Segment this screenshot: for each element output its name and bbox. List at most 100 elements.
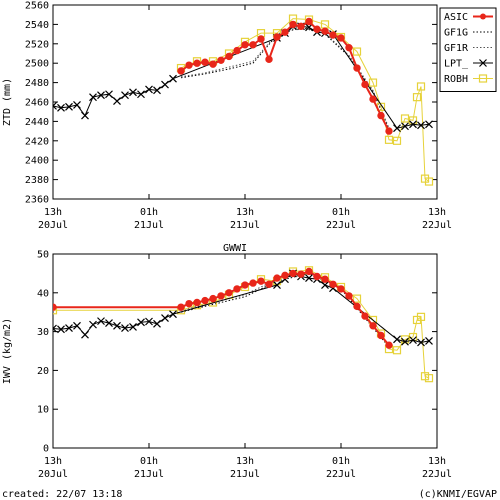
point-lpt <box>169 310 177 319</box>
x-tick-label-hour: 01h <box>332 207 350 218</box>
point-asic <box>201 58 209 66</box>
point-asic <box>385 127 393 135</box>
point-robh <box>400 335 410 344</box>
y-tick-label: 2480 <box>25 78 49 89</box>
point-asic <box>193 59 201 67</box>
point-robh <box>53 306 58 315</box>
y-tick-label: 2500 <box>25 59 49 70</box>
point-asic <box>249 279 257 287</box>
point-asic <box>265 55 273 64</box>
panel-title: GWWI <box>223 243 247 254</box>
point-lpt <box>137 318 145 327</box>
point-lpt <box>145 317 153 326</box>
point-lpt <box>105 90 113 99</box>
x-tick-label-date: 21Jul <box>230 469 260 480</box>
point-lpt <box>53 324 57 333</box>
point-asic <box>305 17 313 26</box>
point-robh <box>352 294 362 303</box>
point-robh <box>416 82 426 91</box>
x-tick-label-date: 22Jul <box>422 469 452 480</box>
legend-label-gf1r: GF1R <box>444 43 469 54</box>
point-lpt <box>153 86 161 95</box>
legend-label-robh: ROBH <box>444 74 468 85</box>
point-lpt <box>273 281 281 289</box>
point-asic <box>265 280 273 288</box>
legend-swatch-marker <box>479 59 487 67</box>
point-lpt <box>417 121 425 130</box>
y-tick-label: 2560 <box>25 1 49 12</box>
x-tick-label-hour: 13h <box>44 207 62 218</box>
point-asic <box>345 292 353 300</box>
point-lpt <box>105 319 113 327</box>
series-group <box>53 14 434 186</box>
point-asic <box>193 298 201 307</box>
point-asic <box>329 31 337 39</box>
series-group <box>53 266 434 383</box>
point-lpt <box>321 281 329 289</box>
x-tick-label-hour: 13h <box>428 456 446 467</box>
point-robh <box>400 114 410 123</box>
x-tick-label-date: 21Jul <box>134 469 164 480</box>
point-asic <box>297 270 305 278</box>
point-asic <box>201 296 209 305</box>
legend-label-asic: ASIC <box>444 12 468 23</box>
point-robh <box>384 135 394 144</box>
x-tick-label-date: 22Jul <box>326 469 356 480</box>
point-asic <box>313 272 321 281</box>
point-robh <box>352 47 362 56</box>
point-asic <box>233 46 241 55</box>
point-asic <box>353 64 361 72</box>
x-tick-label-date: 22Jul <box>326 220 356 231</box>
x-tick-label-hour: 13h <box>428 207 446 218</box>
point-asic <box>377 111 385 120</box>
point-asic <box>241 41 249 49</box>
y-tick-label: 0 <box>43 444 49 455</box>
point-asic <box>249 41 257 49</box>
point-lpt <box>169 74 177 83</box>
y-tick-label: 30 <box>37 327 49 338</box>
point-lpt <box>393 124 401 133</box>
x-tick-label-hour: 01h <box>332 456 350 467</box>
point-asic <box>289 20 297 29</box>
point-lpt <box>89 93 97 102</box>
point-asic <box>257 35 265 43</box>
point-lpt <box>393 335 401 344</box>
point-lpt <box>73 321 81 330</box>
point-asic <box>289 269 297 278</box>
point-lpt <box>65 102 73 111</box>
point-robh <box>368 78 378 87</box>
point-robh <box>412 93 422 102</box>
point-lpt <box>53 101 57 110</box>
y-tick-label: 2540 <box>25 20 49 31</box>
y-tick-label: 2380 <box>25 175 49 186</box>
point-lpt <box>57 103 65 112</box>
y-tick-label: 50 <box>37 250 49 261</box>
point-asic <box>345 43 353 52</box>
point-lpt <box>65 324 73 333</box>
point-lpt <box>121 324 129 333</box>
point-lpt <box>113 321 121 330</box>
point-asic <box>177 303 185 311</box>
y-tick-label: 10 <box>37 405 49 416</box>
point-asic <box>297 22 305 31</box>
point-asic <box>185 299 193 308</box>
point-lpt <box>153 319 161 328</box>
point-asic <box>273 33 281 41</box>
point-lpt <box>145 85 153 94</box>
series-line-gf1g <box>180 26 390 130</box>
point-lpt <box>409 120 417 129</box>
point-robh <box>392 136 402 145</box>
x-tick-label-hour: 13h <box>236 207 254 218</box>
y-tick-label: 2440 <box>25 117 49 128</box>
point-lpt <box>137 90 145 99</box>
point-asic <box>385 341 393 349</box>
x-tick-label-hour: 01h <box>140 207 158 218</box>
legend-label-lpt: LPT_ <box>444 59 469 70</box>
point-lpt <box>129 323 137 331</box>
y-axis-title: IWV (kg/m2) <box>2 318 13 384</box>
point-lpt <box>97 317 105 326</box>
x-tick-label-date: 21Jul <box>134 220 164 231</box>
point-asic <box>273 274 281 282</box>
